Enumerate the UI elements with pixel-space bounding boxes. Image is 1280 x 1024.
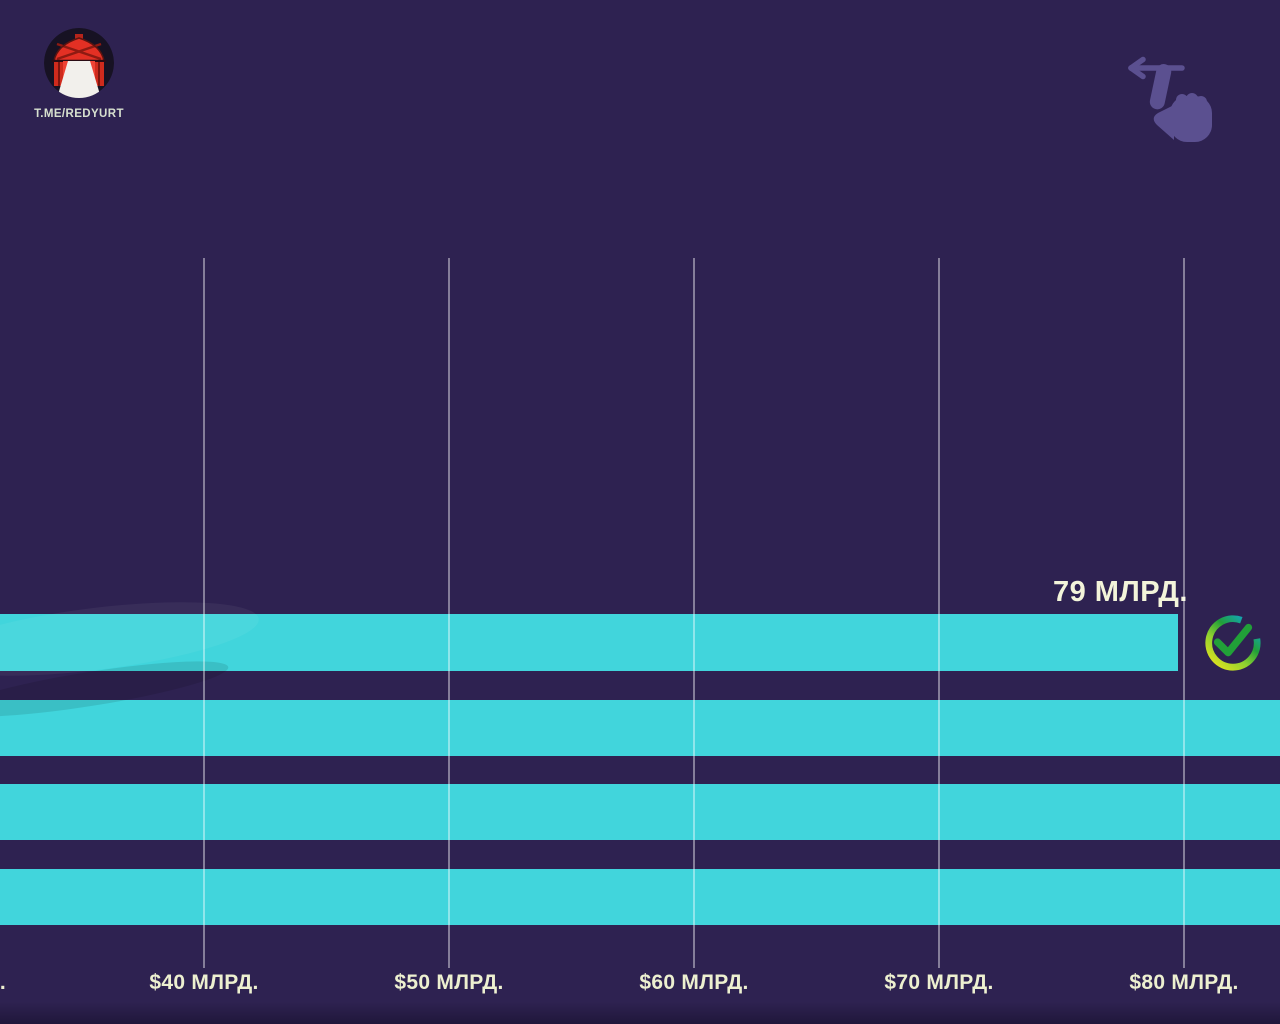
bar-2 bbox=[0, 700, 1280, 756]
bar-3 bbox=[0, 784, 1280, 840]
gridline-50 bbox=[448, 258, 450, 968]
axis-tick-label-50: $50 МЛРД. bbox=[394, 971, 504, 994]
gridline-70 bbox=[938, 258, 940, 968]
axis-tick-label-clipped: . bbox=[0, 971, 7, 994]
sber-checkmark-logo-icon bbox=[1205, 615, 1261, 671]
gridline-60 bbox=[693, 258, 695, 968]
gridline-80 bbox=[1183, 258, 1185, 968]
gridline-40 bbox=[203, 258, 205, 968]
axis-tick-label-60: $60 МЛРД. bbox=[639, 971, 749, 994]
swipe-left-gesture-icon bbox=[1128, 56, 1212, 142]
red-yurt-logo-icon bbox=[44, 28, 114, 98]
channel-handle: T.ME/REDYURT bbox=[34, 108, 124, 120]
axis-tick-label-80: $80 МЛРД. bbox=[1129, 971, 1239, 994]
axis-tick-label-40: $40 МЛРД. bbox=[149, 971, 259, 994]
bar-4 bbox=[0, 869, 1280, 925]
bar-1 bbox=[0, 614, 1178, 671]
axis-tick-label-70: $70 МЛРД. bbox=[884, 971, 994, 994]
bar-value-label: 79 МЛРД. bbox=[1052, 576, 1188, 608]
